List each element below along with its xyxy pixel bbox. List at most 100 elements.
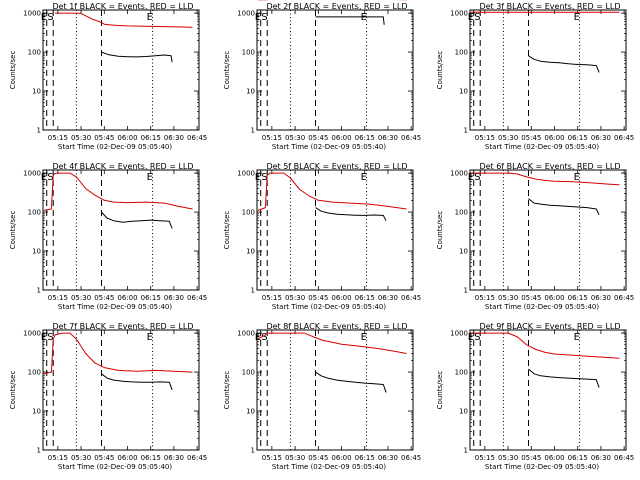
y-axis-title: Counts/sec [436,371,444,410]
x-tick-label: 06:00 [331,134,351,142]
chart-panel-9: 1 10 100 1000 05:15 05:30 05:45 06:00 06:15 06:30… [436,322,634,471]
x-tick-label: 06:00 [117,294,137,302]
y-tick-label: 100 [455,369,468,377]
x-tick-label: 05:45 [94,134,114,142]
x-tick-label: 06:15 [568,294,588,302]
plot-frame [42,329,200,451]
y-axis-title: Counts/sec [9,211,17,250]
marker-label: S [261,332,267,343]
panel-title: Det 8f BLACK = Events, RED = LLD [266,322,407,331]
y-tick-label: 100 [28,49,41,57]
lld-series-line [257,172,407,211]
marker-label: S [474,12,480,23]
y-axis-title: Counts/sec [223,211,231,250]
x-tick-label: 05:30 [71,294,91,302]
x-tick-label: 06:30 [591,134,611,142]
x-tick-label: 06:30 [591,454,611,462]
panel-title: Det 4f BLACK = Events, RED = LLD [52,162,193,171]
x-tick-label: 05:30 [285,294,305,302]
y-tick-label: 1000 [450,10,468,18]
y-tick-label: 10 [459,248,468,256]
x-tick-label: 05:45 [521,454,541,462]
x-tick-label: 06:00 [331,294,351,302]
marker-label: E [468,12,474,23]
events-series-line [528,198,600,216]
y-tick-label: 10 [246,88,255,96]
events-series-line [101,51,173,63]
x-axis-title: Start Time (02-Dec-09 05:05:40) [485,303,599,311]
chart-panel-8: 1 10 100 1000 05:15 05:30 05:45 06:00 06:15 06:30… [223,322,421,471]
x-tick-label: 06:45 [614,134,634,142]
x-tick-label: 05:15 [262,454,282,462]
x-tick-label: 06:30 [591,294,611,302]
marker-label: S [47,12,53,23]
marker-label: S [47,332,53,343]
y-tick-label: 1000 [23,10,41,18]
plot-frame [469,329,627,451]
y-tick-label: 1 [251,287,255,295]
y-tick-label: 1 [37,287,41,295]
x-tick-label: 06:45 [614,294,634,302]
x-tick-label: 05:45 [521,294,541,302]
x-tick-label: 05:30 [498,294,518,302]
events-series-line [315,16,385,25]
x-tick-label: 05:15 [475,134,495,142]
x-tick-label: 06:30 [164,294,184,302]
x-tick-label: 05:15 [262,294,282,302]
y-axis-title: Counts/sec [223,371,231,410]
marker-label: S [47,172,53,183]
x-tick-label: 06:00 [544,454,564,462]
y-tick-label: 100 [242,49,255,57]
x-tick-label: 06:45 [187,454,207,462]
lld-series-line [257,332,407,354]
marker-label: E [255,332,261,343]
x-tick-label: 05:45 [521,134,541,142]
x-tick-label: 06:00 [117,454,137,462]
marker-label: E [147,332,153,343]
marker-label: E [41,172,47,183]
x-tick-label: 06:00 [544,294,564,302]
x-tick-label: 06:45 [187,134,207,142]
chart-panel-2: 1 10 100 1000 05:15 05:30 05:45 06:00 06:15 06:30… [223,0,421,151]
y-tick-label: 1 [37,127,41,135]
x-tick-label: 06:30 [164,454,184,462]
x-tick-label: 05:45 [308,294,328,302]
x-tick-label: 05:15 [48,134,68,142]
x-tick-label: 05:15 [475,294,495,302]
lld-series-line [470,332,620,359]
y-tick-label: 1 [37,447,41,455]
chart-panel-5: 1 10 100 1000 05:15 05:30 05:45 06:00 06:15 06:30… [223,162,421,311]
plot-frame [469,169,627,291]
marker-label: E [361,12,367,23]
plot-frame [256,9,414,131]
x-tick-label: 06:00 [117,134,137,142]
x-tick-label: 05:45 [308,134,328,142]
marker-label: S [261,172,267,183]
x-tick-label: 05:30 [71,454,91,462]
y-tick-label: 1000 [450,170,468,178]
panel-title: Det 7f BLACK = Events, RED = LLD [52,322,193,331]
plot-frame [256,169,414,291]
x-tick-label: 06:15 [355,454,375,462]
lld-series-line [470,172,620,186]
y-tick-label: 100 [28,369,41,377]
events-series-line [101,373,173,390]
x-tick-label: 06:30 [378,294,398,302]
y-tick-label: 1 [464,447,468,455]
chart-panel-1: 1 10 100 1000 05:15 05:30 05:45 06:00 06:15 06:30… [9,2,207,151]
x-tick-label: 06:00 [544,134,564,142]
x-tick-label: 05:45 [94,454,114,462]
panel-title: Det 9f BLACK = Events, RED = LLD [479,322,620,331]
y-tick-label: 1 [464,287,468,295]
x-tick-label: 05:30 [285,134,305,142]
x-tick-label: 06:15 [141,294,161,302]
x-tick-label: 06:30 [378,454,398,462]
marker-label: E [574,12,580,23]
x-axis-title: Start Time (02-Dec-09 05:05:40) [272,463,386,471]
y-tick-label: 100 [28,209,41,217]
x-axis-title: Start Time (02-Dec-09 05:05:40) [58,463,172,471]
x-axis-title: Start Time (02-Dec-09 05:05:40) [485,463,599,471]
events-series-line [315,207,387,221]
y-tick-label: 10 [459,88,468,96]
y-tick-label: 100 [242,209,255,217]
